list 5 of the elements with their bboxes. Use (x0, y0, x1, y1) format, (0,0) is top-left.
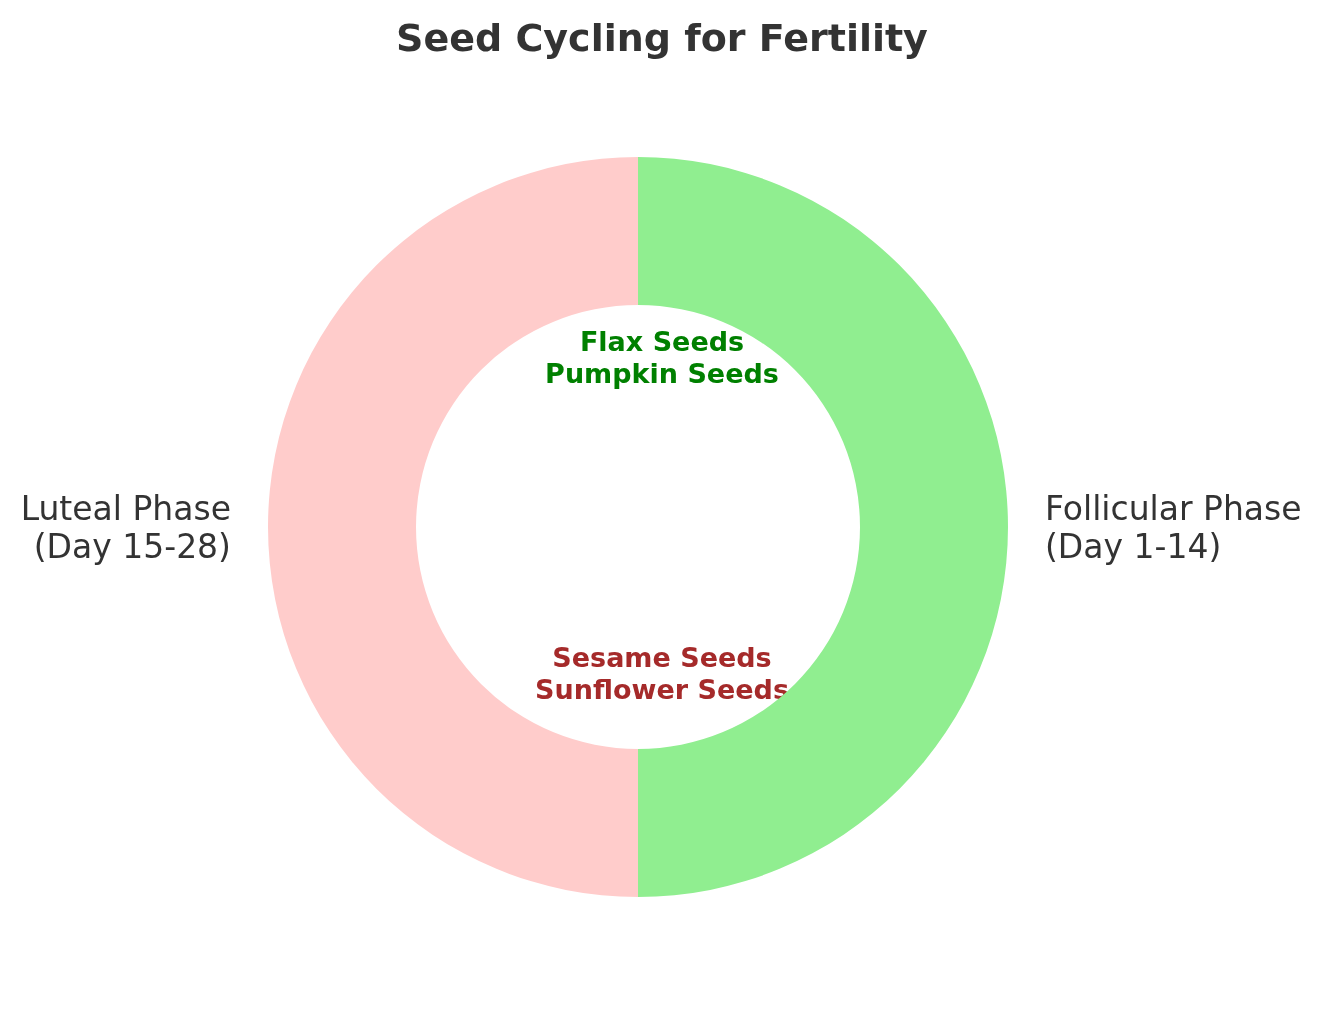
text: Sesame Seeds Sunflower Seeds (535, 641, 789, 705)
chart-title: Seed Cycling for Fertility (396, 16, 929, 60)
slice-label: Luteal Phase (Day 15-28) (20, 488, 231, 566)
slice-label: Follicular Phase (Day 1-14) (1045, 488, 1302, 566)
text: Flax Seeds Pumpkin Seeds (545, 325, 779, 389)
